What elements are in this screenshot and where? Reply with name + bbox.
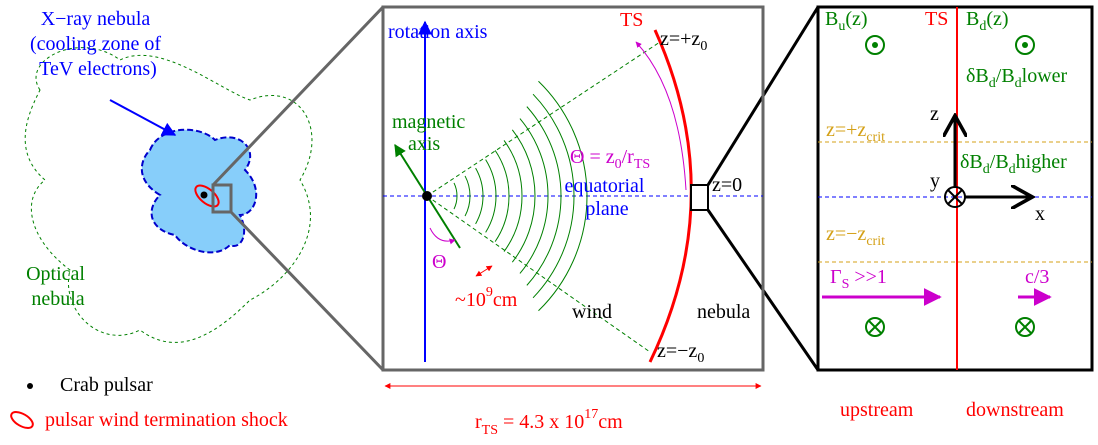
text: 9 [486,285,493,300]
zoom-line [231,212,383,370]
left-panel: X−ray nebula (cooling zone of TeV electr… [9,8,312,431]
text: crit [866,234,885,249]
dot [872,42,878,48]
text: 0 [615,157,622,172]
pointer-arrow [110,100,175,135]
label: y [930,170,940,192]
label: z=+zcrit [826,119,885,145]
text: d [989,76,996,91]
text: axis [408,133,440,155]
text: = 4.3 x 10 [498,411,584,433]
pulsar [422,191,432,201]
text: S [842,277,850,292]
text: cm [493,289,518,311]
text: B [825,8,838,30]
text: TS [634,157,650,172]
panel-frame [818,7,1092,370]
label: δBd/Bdlower [966,65,1068,91]
label: magnetic axis [392,111,470,155]
legend-ellipse [9,409,36,431]
right-panel: Bu(z) TS Bd(z) δBd/Bdlower z z=+zcrit δB… [818,7,1092,421]
text: X−ray nebula [41,8,151,30]
text: B [966,8,979,30]
legend-text: pulsar wind termination shock [45,409,288,431]
label: TS [620,9,643,31]
text: >>1 [849,266,887,288]
label: upstream [840,399,914,421]
label: ~109cm [455,285,518,311]
label: nebula [697,301,750,323]
label: Θ = z0/rTS [570,146,650,172]
label: Bd(z) [966,8,1009,34]
text: /B [990,151,1009,173]
text: cm [598,411,623,433]
xray-label: X−ray nebula (cooling zone of TeV electr… [30,8,166,80]
label: c/3 [1025,266,1049,288]
text: Θ = z [570,146,615,168]
text: /r [622,146,635,168]
text: (cooling zone of [30,33,161,55]
text: ~10 [455,289,486,311]
text: d [1015,76,1022,91]
text: TS [482,423,498,438]
field-out-symbols [866,36,1034,54]
label: wind [572,301,612,323]
text: d [983,162,990,177]
zoom-box [691,185,708,210]
text: lower [1022,65,1068,87]
text: Optical [26,263,85,285]
zoom-line [213,7,383,185]
text: z=+z [660,28,700,50]
label: z=+z0 [660,28,707,54]
text: δB [960,151,983,173]
label: ΓS >>1 [830,266,887,292]
text: z=−z [826,223,866,245]
label: equatorial plane [565,175,650,220]
dot [1022,42,1028,48]
label: z=−z0 [657,340,704,366]
text: z=−z [657,340,697,362]
label: rotation axis [388,21,488,43]
wavelength-arrow [476,266,492,276]
text: d [979,19,986,34]
text: 17 [584,407,598,422]
label: downstream [966,399,1064,421]
label: TS [925,8,948,30]
text: d [1009,162,1016,177]
text: (z) [986,8,1008,30]
diagram: X−ray nebula (cooling zone of TeV electr… [0,0,1098,445]
text: TeV electrons) [39,58,157,80]
label: x [1035,203,1045,225]
label: δBd/Bdhigher [960,151,1067,177]
text: 0 [700,39,707,54]
label: Θ [432,251,446,273]
label: z=0 [712,174,742,196]
label: Bu(z) [825,8,868,34]
field-in-symbols [866,318,1034,336]
legend-text: Crab pulsar [60,374,153,396]
xray-nebula [142,130,256,253]
pulsar [201,192,208,199]
text: crit [866,130,885,145]
text: equatorial [565,175,645,197]
label: z=−zcrit [826,223,885,249]
legend-dot [27,383,33,389]
text: δB [966,65,989,87]
text: u [838,19,845,34]
text: z=+z [826,119,866,141]
text: plane [585,198,628,220]
text: higher [1016,151,1067,173]
text: magnetic [392,111,465,133]
middle-panel: rotation axis TS z=+z0 magnetic axis Θ =… [383,7,763,438]
text: /B [996,65,1015,87]
optical-label: Optical nebula [26,263,90,310]
text: (z) [845,8,867,30]
text: nebula [31,288,84,310]
text: Γ [830,266,842,288]
text: 0 [697,351,704,366]
label: rTS = 4.3 x 1017cm [475,407,623,438]
label: z [930,103,939,125]
